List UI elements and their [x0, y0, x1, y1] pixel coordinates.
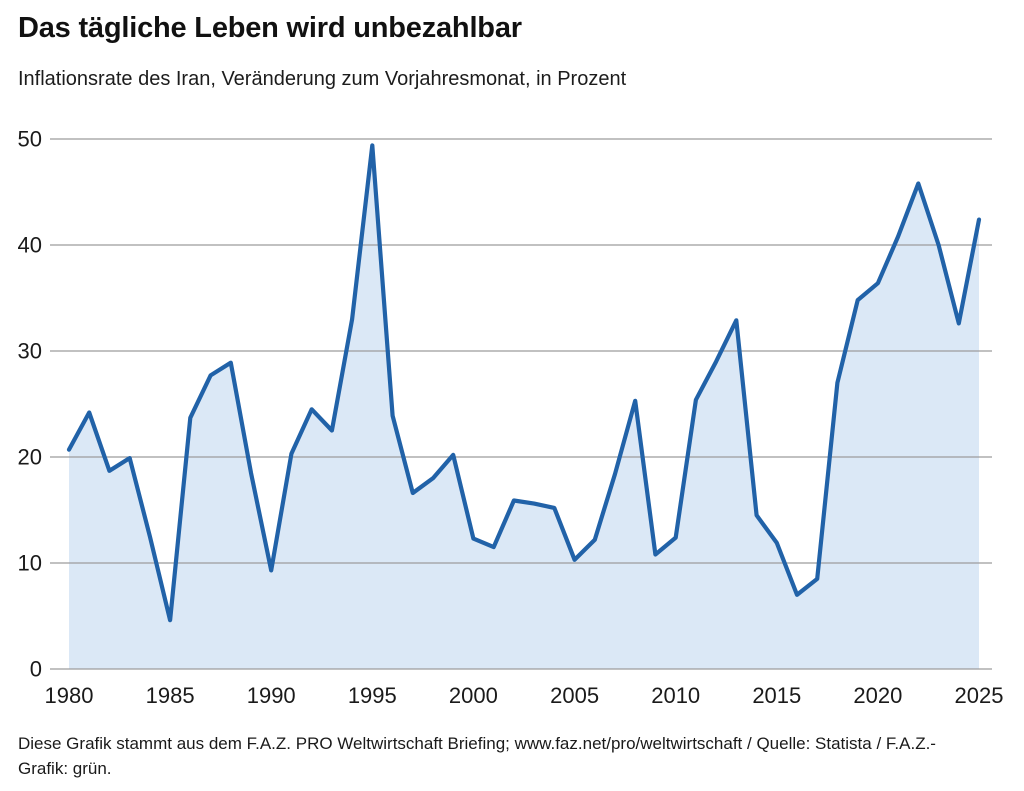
x-tick-label-2020: 2020 [853, 683, 902, 708]
y-tick-label-30: 30 [18, 339, 42, 364]
source-note: Diese Grafik stammt aus dem F.A.Z. PRO W… [18, 731, 936, 781]
y-tick-label-10: 10 [18, 551, 42, 576]
x-tick-label-1990: 1990 [247, 683, 296, 708]
x-tick-label-1980: 1980 [45, 683, 94, 708]
x-tick-label-2025: 2025 [955, 683, 1004, 708]
x-tick-label-1995: 1995 [348, 683, 397, 708]
trend-line [66, 143, 982, 623]
chart-title: Das tägliche Leben wird unbezahlbar [18, 12, 522, 44]
chart-subtitle: Inflationsrate des Iran, Veränderung zum… [18, 68, 627, 90]
area-fill [69, 145, 979, 669]
y-tick-label-40: 40 [18, 233, 42, 258]
y-tick-label-50: 50 [18, 127, 42, 152]
x-tick-label-2000: 2000 [449, 683, 498, 708]
source-note-line2: Grafik: grün. [18, 759, 112, 778]
y-tick-label-0: 0 [30, 657, 42, 682]
source-note-line1: Diese Grafik stammt aus dem F.A.Z. PRO W… [18, 734, 936, 753]
x-tick-label-2005: 2005 [550, 683, 599, 708]
x-tick-label-1985: 1985 [146, 683, 195, 708]
x-tick-label-2010: 2010 [651, 683, 700, 708]
x-tick-label-2015: 2015 [752, 683, 801, 708]
y-tick-label-20: 20 [18, 445, 42, 470]
